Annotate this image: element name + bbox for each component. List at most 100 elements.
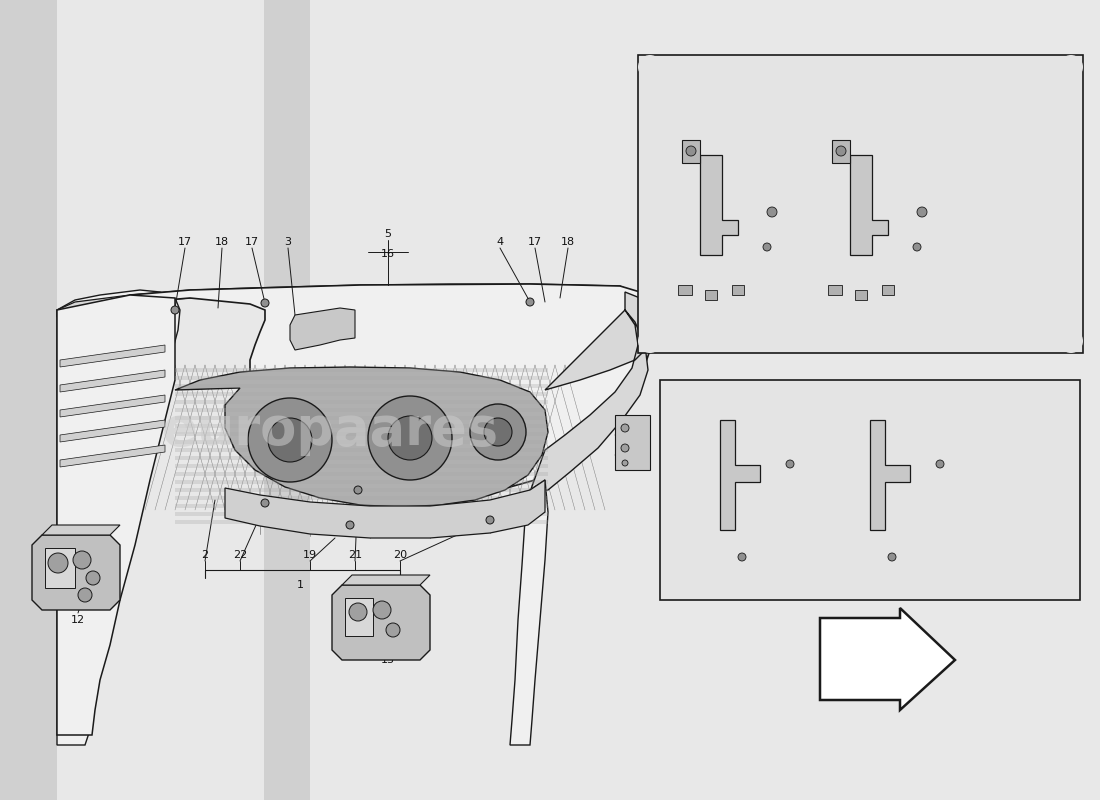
Circle shape bbox=[170, 306, 179, 314]
Bar bbox=[45, 548, 75, 588]
Polygon shape bbox=[290, 308, 355, 350]
Polygon shape bbox=[32, 535, 120, 610]
Polygon shape bbox=[60, 420, 165, 442]
Circle shape bbox=[78, 588, 92, 602]
Polygon shape bbox=[870, 420, 910, 530]
Bar bbox=[264, 0, 310, 800]
Circle shape bbox=[913, 243, 921, 251]
Polygon shape bbox=[175, 456, 548, 460]
Circle shape bbox=[738, 553, 746, 561]
Text: europaares: europaares bbox=[162, 404, 498, 456]
Text: 12: 12 bbox=[70, 615, 85, 625]
Circle shape bbox=[836, 146, 846, 156]
Polygon shape bbox=[60, 445, 165, 467]
Polygon shape bbox=[175, 408, 548, 412]
Bar bbox=[828, 285, 842, 295]
Bar bbox=[732, 285, 744, 295]
Circle shape bbox=[917, 207, 927, 217]
Bar bbox=[678, 285, 692, 295]
Bar bbox=[882, 285, 894, 295]
Polygon shape bbox=[130, 284, 654, 490]
Circle shape bbox=[261, 299, 270, 307]
Text: 6: 6 bbox=[887, 400, 893, 410]
Polygon shape bbox=[60, 345, 165, 367]
Text: 2: 2 bbox=[201, 550, 209, 560]
Text: 11: 11 bbox=[661, 263, 675, 273]
Bar bbox=[638, 55, 1084, 353]
Text: 21: 21 bbox=[348, 550, 362, 560]
Circle shape bbox=[638, 55, 662, 79]
Polygon shape bbox=[175, 464, 548, 468]
Circle shape bbox=[386, 623, 400, 637]
Polygon shape bbox=[832, 140, 850, 163]
Bar bbox=[855, 290, 867, 300]
Polygon shape bbox=[175, 368, 548, 372]
Polygon shape bbox=[175, 432, 548, 436]
Polygon shape bbox=[175, 480, 548, 484]
Polygon shape bbox=[332, 585, 430, 660]
Circle shape bbox=[786, 460, 794, 468]
Text: 18: 18 bbox=[561, 237, 575, 247]
Text: 17: 17 bbox=[178, 237, 192, 247]
Bar bbox=[345, 598, 373, 636]
Polygon shape bbox=[57, 284, 630, 317]
Text: 8: 8 bbox=[835, 95, 842, 105]
Circle shape bbox=[373, 601, 390, 619]
Polygon shape bbox=[175, 392, 548, 396]
Text: 13: 13 bbox=[381, 655, 395, 665]
Circle shape bbox=[368, 396, 452, 480]
Polygon shape bbox=[820, 608, 955, 710]
Polygon shape bbox=[270, 292, 590, 306]
Polygon shape bbox=[175, 448, 548, 452]
Polygon shape bbox=[175, 384, 548, 388]
Bar bbox=[705, 290, 717, 300]
Circle shape bbox=[354, 486, 362, 494]
Circle shape bbox=[621, 460, 628, 466]
Polygon shape bbox=[682, 140, 700, 163]
Circle shape bbox=[763, 243, 771, 251]
Polygon shape bbox=[175, 488, 548, 492]
Polygon shape bbox=[175, 400, 548, 404]
Text: 6: 6 bbox=[874, 95, 881, 105]
Text: 16: 16 bbox=[381, 249, 395, 259]
Circle shape bbox=[888, 553, 896, 561]
Polygon shape bbox=[175, 472, 548, 476]
Text: 14: 14 bbox=[695, 400, 710, 410]
Text: 10: 10 bbox=[701, 263, 715, 273]
Circle shape bbox=[346, 521, 354, 529]
Text: 17: 17 bbox=[528, 237, 542, 247]
Polygon shape bbox=[42, 525, 120, 535]
Polygon shape bbox=[175, 367, 548, 507]
Polygon shape bbox=[850, 155, 888, 255]
Circle shape bbox=[388, 416, 432, 460]
Circle shape bbox=[248, 398, 332, 482]
Text: 15: 15 bbox=[842, 400, 855, 410]
Circle shape bbox=[1059, 55, 1084, 79]
Bar bbox=[660, 380, 1080, 600]
Circle shape bbox=[261, 499, 270, 507]
Circle shape bbox=[526, 298, 534, 306]
Bar bbox=[0, 0, 57, 800]
Text: 10: 10 bbox=[851, 263, 865, 273]
Circle shape bbox=[638, 329, 662, 353]
Polygon shape bbox=[342, 575, 430, 585]
Text: 6: 6 bbox=[715, 95, 722, 105]
Text: 1: 1 bbox=[297, 580, 304, 590]
Circle shape bbox=[936, 460, 944, 468]
Text: 5: 5 bbox=[385, 229, 392, 239]
Circle shape bbox=[1059, 329, 1084, 353]
Bar bbox=[615, 415, 650, 470]
Text: 19: 19 bbox=[302, 550, 317, 560]
Polygon shape bbox=[57, 290, 180, 745]
Polygon shape bbox=[175, 496, 548, 500]
Polygon shape bbox=[226, 480, 544, 538]
Polygon shape bbox=[175, 440, 548, 444]
Polygon shape bbox=[700, 155, 738, 255]
Polygon shape bbox=[175, 416, 548, 420]
Polygon shape bbox=[60, 395, 165, 417]
Polygon shape bbox=[175, 376, 548, 380]
Circle shape bbox=[349, 603, 367, 621]
Circle shape bbox=[484, 418, 512, 446]
Text: 7: 7 bbox=[674, 95, 682, 105]
Text: 11: 11 bbox=[813, 263, 827, 273]
